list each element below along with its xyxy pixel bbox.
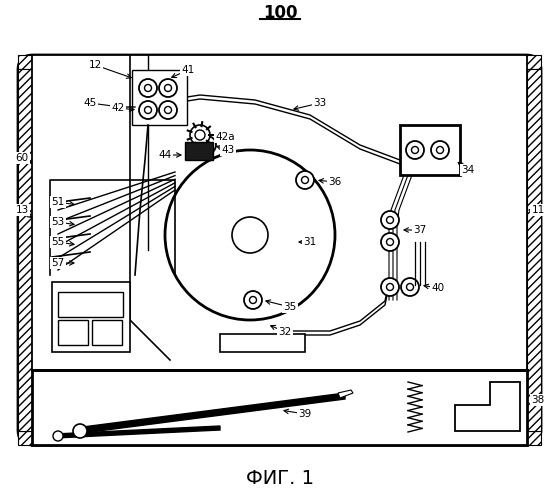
Circle shape (73, 424, 87, 438)
Circle shape (386, 238, 394, 246)
Text: ФИГ. 1: ФИГ. 1 (246, 468, 314, 487)
Bar (18, 69, 32, 431)
Circle shape (401, 278, 419, 296)
Circle shape (381, 233, 399, 251)
FancyBboxPatch shape (18, 55, 541, 445)
Circle shape (431, 141, 449, 159)
Circle shape (406, 141, 424, 159)
Circle shape (164, 106, 172, 114)
Bar (52, 282, 130, 352)
Circle shape (386, 284, 394, 290)
Circle shape (190, 125, 210, 145)
Circle shape (232, 217, 268, 253)
Bar (527, 69, 541, 431)
Circle shape (144, 84, 151, 91)
Text: 11: 11 (532, 205, 544, 215)
Circle shape (249, 296, 257, 304)
Bar (32, 370, 527, 445)
Text: 55: 55 (51, 237, 65, 247)
Bar (220, 334, 305, 352)
Circle shape (301, 176, 309, 184)
Bar (400, 125, 460, 175)
Circle shape (244, 291, 262, 309)
Circle shape (437, 146, 443, 154)
Text: 43: 43 (221, 145, 235, 155)
Text: 34: 34 (461, 165, 475, 175)
Bar (18, 431, 541, 445)
Text: 32: 32 (278, 327, 292, 337)
Circle shape (203, 142, 211, 148)
Text: 39: 39 (299, 409, 311, 419)
Circle shape (159, 101, 177, 119)
Text: 37: 37 (413, 225, 427, 235)
Text: 12: 12 (88, 60, 102, 70)
Bar (32, 55, 527, 370)
Bar (32, 370, 527, 384)
Text: 38: 38 (532, 395, 544, 405)
Text: 51: 51 (51, 197, 65, 207)
Text: 57: 57 (51, 258, 65, 268)
Text: 53: 53 (51, 217, 65, 227)
Circle shape (159, 79, 177, 97)
Text: 13: 13 (16, 205, 29, 215)
Bar (46, 384, 513, 431)
Circle shape (411, 146, 419, 154)
Circle shape (198, 136, 216, 154)
Polygon shape (75, 393, 345, 434)
Bar (32, 431, 527, 445)
Bar (58, 292, 123, 317)
Text: 41: 41 (181, 65, 195, 75)
Text: 36: 36 (328, 177, 342, 187)
Text: 42a: 42a (215, 132, 235, 142)
Circle shape (381, 211, 399, 229)
Polygon shape (338, 390, 353, 398)
Text: 35: 35 (283, 302, 297, 312)
Bar (132, 70, 187, 125)
Bar (18, 55, 541, 69)
Text: 45: 45 (83, 98, 97, 108)
Circle shape (386, 216, 394, 224)
Circle shape (381, 278, 399, 296)
Circle shape (139, 79, 157, 97)
Text: 33: 33 (314, 98, 326, 108)
Bar (92, 320, 122, 345)
Circle shape (296, 171, 314, 189)
Circle shape (139, 101, 157, 119)
Circle shape (195, 130, 205, 140)
Circle shape (164, 84, 172, 91)
Bar (58, 320, 88, 345)
Circle shape (406, 284, 414, 290)
Text: 60: 60 (16, 153, 29, 163)
Bar (490, 421, 520, 431)
Polygon shape (55, 426, 220, 438)
Circle shape (144, 106, 151, 114)
Polygon shape (455, 382, 520, 431)
Circle shape (165, 150, 335, 320)
Text: 40: 40 (432, 283, 444, 293)
Bar (185, 142, 213, 160)
Bar (490, 382, 520, 405)
Text: 44: 44 (158, 150, 172, 160)
Bar (32, 69, 527, 431)
Bar (220, 344, 305, 352)
Text: 100: 100 (263, 4, 297, 22)
Text: 31: 31 (304, 237, 316, 247)
Circle shape (53, 431, 63, 441)
Text: 42: 42 (111, 103, 125, 113)
